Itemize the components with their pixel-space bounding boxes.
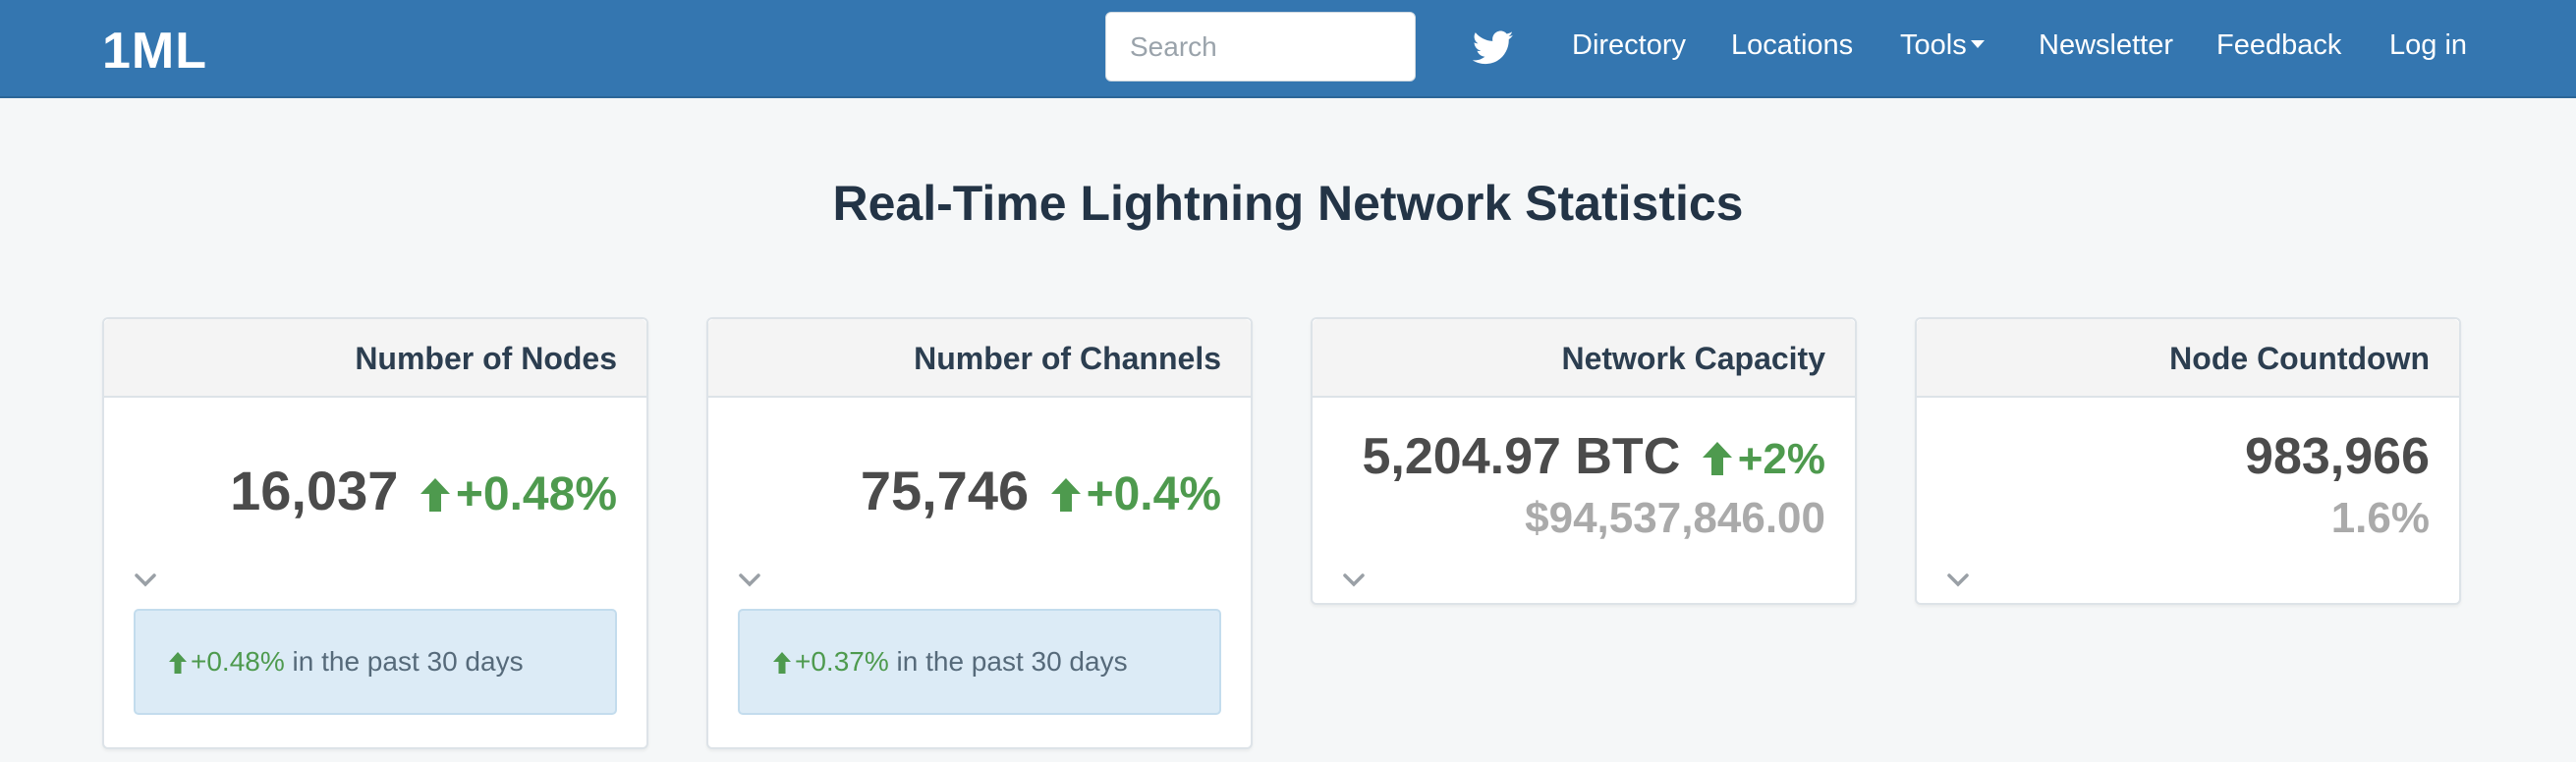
main-value: 16,037: [230, 460, 399, 521]
nodes-card: Number of Nodes 16,037 +0.48% +0.48% in …: [102, 317, 648, 749]
card-title: Network Capacity: [1313, 319, 1855, 398]
change-value: +0.48%: [420, 468, 617, 520]
sub-value: $94,537,846.00: [1525, 494, 1825, 542]
arrow-up-icon: [169, 652, 187, 674]
nav-link-tools[interactable]: Tools: [1900, 29, 1985, 62]
card-body: 5,204.97 BTC +2% $94,537,846.00: [1313, 398, 1855, 587]
arrow-up-icon: [420, 478, 450, 512]
nav-link-locations[interactable]: Locations: [1731, 29, 1854, 61]
card-title: Number of Nodes: [104, 319, 646, 398]
arrow-up-icon: [773, 652, 791, 674]
change-value: +0.4%: [1050, 468, 1221, 520]
capacity-card: Network Capacity 5,204.97 BTC +2% $94,53…: [1311, 317, 1857, 605]
chevron-down-icon[interactable]: [1946, 572, 1970, 588]
countdown-card: Node Countdown 983,966 1.6%: [1915, 317, 2461, 605]
change-text: +0.48%: [455, 468, 617, 520]
value-row: 983,966: [1917, 398, 2459, 486]
nav-link-directory[interactable]: Directory: [1572, 29, 1687, 61]
sub-value: 1.6%: [2330, 494, 2430, 542]
value-row: 75,746 +0.4%: [708, 398, 1251, 522]
page-title: Real-Time Lightning Network Statistics: [832, 176, 1744, 231]
chevron-down-icon[interactable]: [1342, 572, 1366, 588]
arrow-up-icon: [1050, 478, 1081, 512]
change-text: +2%: [1737, 435, 1825, 483]
info-text: in the past 30 days: [888, 646, 1128, 677]
card-body: 16,037 +0.48% +0.48% in the past 30 days: [104, 398, 646, 715]
main-value: 983,966: [2245, 428, 2430, 485]
brand-logo[interactable]: 1ML: [102, 23, 207, 80]
nav-link-newsletter[interactable]: Newsletter: [2039, 29, 2173, 61]
nav-link-login[interactable]: Log in: [2389, 29, 2468, 61]
card-title: Number of Channels: [708, 319, 1251, 398]
chevron-down-icon[interactable]: [134, 572, 157, 588]
chevron-down-icon[interactable]: [738, 572, 761, 588]
search-input[interactable]: [1105, 12, 1416, 82]
change-text: +0.4%: [1086, 468, 1221, 520]
info-change: +0.37%: [795, 646, 889, 677]
value-row: 5,204.97 BTC +2%: [1313, 398, 1855, 486]
main-value: 5,204.97 BTC: [1362, 428, 1681, 485]
info-text: in the past 30 days: [284, 646, 524, 677]
card-title: Node Countdown: [1917, 319, 2459, 398]
nav-link-feedback[interactable]: Feedback: [2216, 29, 2342, 61]
nav-link-tools-label: Tools: [1900, 29, 1967, 61]
twitter-icon[interactable]: [1472, 29, 1514, 67]
arrow-up-icon: [1702, 442, 1732, 475]
info-box: +0.48% in the past 30 days: [134, 609, 617, 715]
value-row: 16,037 +0.48%: [104, 398, 646, 522]
caret-down-icon: [1970, 40, 1985, 49]
change-value: +2%: [1702, 435, 1825, 483]
card-body: 983,966 1.6%: [1917, 398, 2459, 587]
card-body: 75,746 +0.4% +0.37% in the past 30 days: [708, 398, 1251, 715]
main-value: 75,746: [860, 460, 1030, 521]
info-change: +0.48%: [191, 646, 285, 677]
top-navbar: 1ML Directory Locations Tools Newsletter…: [0, 0, 2576, 98]
channels-card: Number of Channels 75,746 +0.4% +0.37% i…: [706, 317, 1253, 749]
info-box: +0.37% in the past 30 days: [738, 609, 1221, 715]
